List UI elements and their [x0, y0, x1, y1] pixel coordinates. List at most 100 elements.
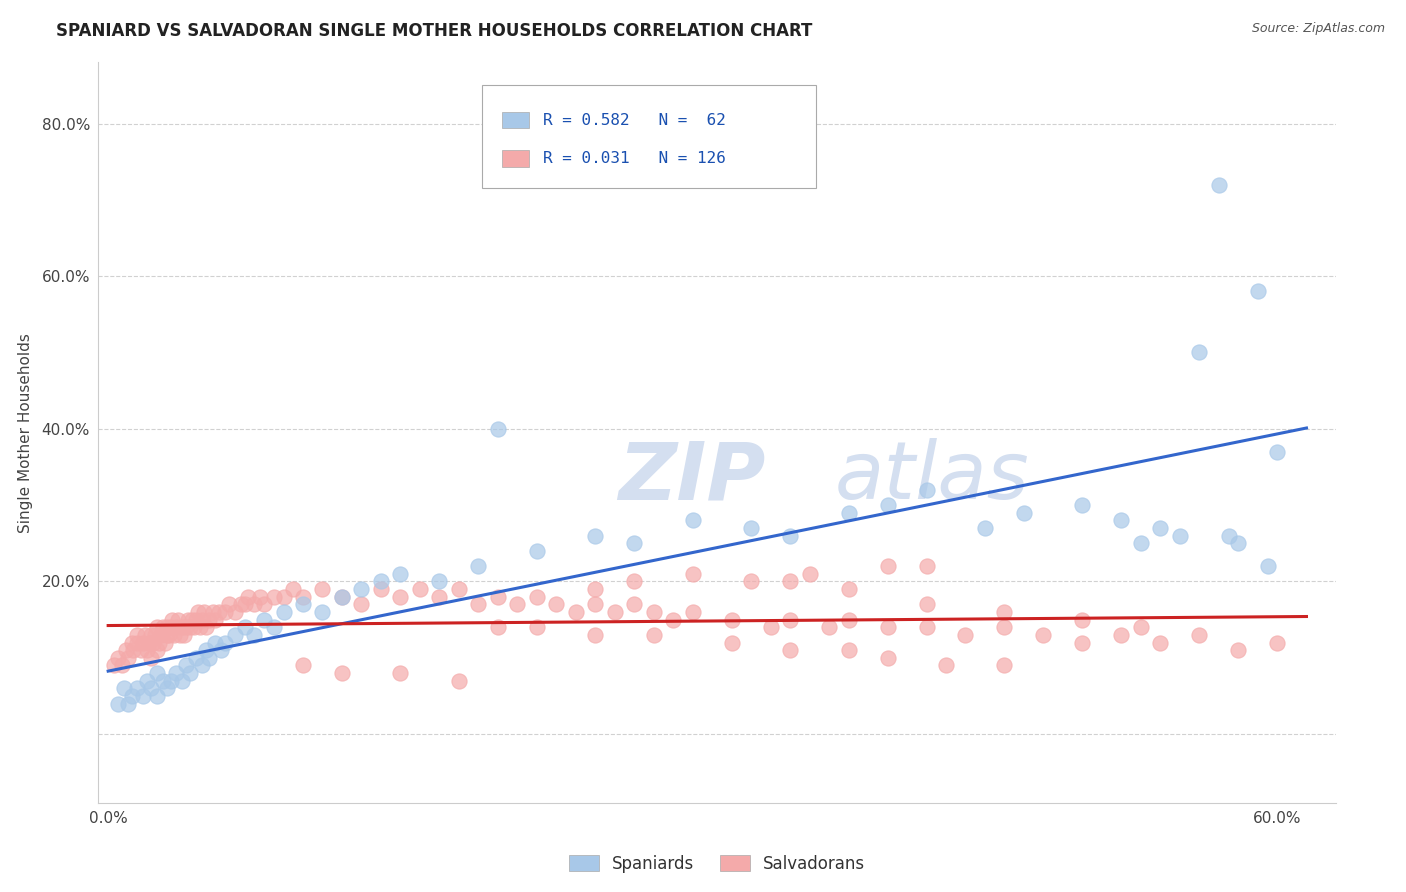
- Point: [838, 582, 860, 596]
- Point: [190, 613, 212, 627]
- Point: [181, 613, 204, 627]
- Point: [233, 598, 256, 612]
- Point: [1071, 613, 1094, 627]
- Point: [1071, 498, 1094, 512]
- Point: [169, 628, 191, 642]
- Point: [224, 628, 246, 642]
- Point: [350, 598, 373, 612]
- Point: [253, 598, 276, 612]
- Point: [330, 666, 353, 681]
- Point: [174, 620, 197, 634]
- Point: [249, 590, 271, 604]
- Point: [546, 598, 568, 612]
- Point: [283, 582, 305, 596]
- Point: [1247, 285, 1270, 299]
- Point: [838, 506, 860, 520]
- FancyBboxPatch shape: [502, 112, 529, 128]
- Point: [162, 613, 184, 627]
- Point: [184, 650, 207, 665]
- Point: [876, 498, 898, 512]
- Point: [876, 620, 898, 634]
- Point: [506, 598, 529, 612]
- Point: [190, 658, 212, 673]
- Point: [389, 566, 412, 581]
- Point: [838, 613, 860, 627]
- Point: [993, 658, 1015, 673]
- Text: ZIP: ZIP: [619, 438, 765, 516]
- Point: [1265, 444, 1288, 458]
- Point: [370, 582, 392, 596]
- Point: [1111, 628, 1133, 642]
- Point: [526, 590, 548, 604]
- Point: [1265, 635, 1288, 649]
- Point: [1168, 529, 1191, 543]
- Point: [583, 529, 606, 543]
- Point: [146, 620, 169, 634]
- Point: [409, 582, 432, 596]
- Point: [662, 613, 685, 627]
- Point: [526, 544, 548, 558]
- Point: [132, 635, 155, 649]
- Point: [165, 666, 187, 681]
- Point: [238, 590, 260, 604]
- Point: [1188, 628, 1211, 642]
- Point: [107, 697, 129, 711]
- Point: [117, 650, 139, 665]
- Legend: Spaniards, Salvadorans: Spaniards, Salvadorans: [562, 848, 872, 880]
- Point: [159, 620, 181, 634]
- Point: [174, 658, 197, 673]
- Point: [127, 628, 149, 642]
- Point: [467, 598, 489, 612]
- Point: [1032, 628, 1054, 642]
- Point: [193, 605, 215, 619]
- Point: [935, 658, 957, 673]
- Point: [127, 635, 149, 649]
- Point: [188, 620, 211, 634]
- Point: [623, 536, 645, 550]
- Point: [389, 666, 412, 681]
- Point: [218, 598, 240, 612]
- Point: [740, 574, 762, 589]
- Text: R = 0.031   N = 126: R = 0.031 N = 126: [543, 151, 725, 166]
- Point: [156, 681, 179, 696]
- Point: [643, 628, 665, 642]
- Point: [447, 673, 470, 688]
- Point: [623, 598, 645, 612]
- Text: Source: ZipAtlas.com: Source: ZipAtlas.com: [1251, 22, 1385, 36]
- Point: [157, 628, 180, 642]
- Point: [127, 681, 149, 696]
- Point: [214, 605, 236, 619]
- Point: [179, 666, 201, 681]
- Text: atlas: atlas: [835, 438, 1029, 516]
- Point: [915, 620, 938, 634]
- Point: [720, 635, 742, 649]
- Point: [129, 643, 152, 657]
- Point: [311, 605, 333, 619]
- Point: [153, 635, 176, 649]
- Point: [1012, 506, 1035, 520]
- Point: [146, 666, 169, 681]
- Point: [187, 605, 209, 619]
- Point: [273, 605, 295, 619]
- Point: [799, 566, 821, 581]
- Point: [486, 422, 509, 436]
- Point: [330, 590, 353, 604]
- Point: [273, 590, 295, 604]
- Text: SPANIARD VS SALVADORAN SINGLE MOTHER HOUSEHOLDS CORRELATION CHART: SPANIARD VS SALVADORAN SINGLE MOTHER HOU…: [56, 22, 813, 40]
- Point: [172, 620, 194, 634]
- Point: [204, 613, 226, 627]
- Point: [779, 613, 801, 627]
- Point: [209, 643, 232, 657]
- Point: [204, 635, 226, 649]
- Point: [253, 613, 276, 627]
- Point: [292, 658, 315, 673]
- Point: [229, 598, 252, 612]
- Point: [583, 628, 606, 642]
- Point: [243, 628, 266, 642]
- Point: [311, 582, 333, 596]
- Point: [1208, 178, 1230, 192]
- Point: [165, 620, 187, 634]
- Point: [263, 620, 285, 634]
- Point: [224, 605, 246, 619]
- Point: [915, 598, 938, 612]
